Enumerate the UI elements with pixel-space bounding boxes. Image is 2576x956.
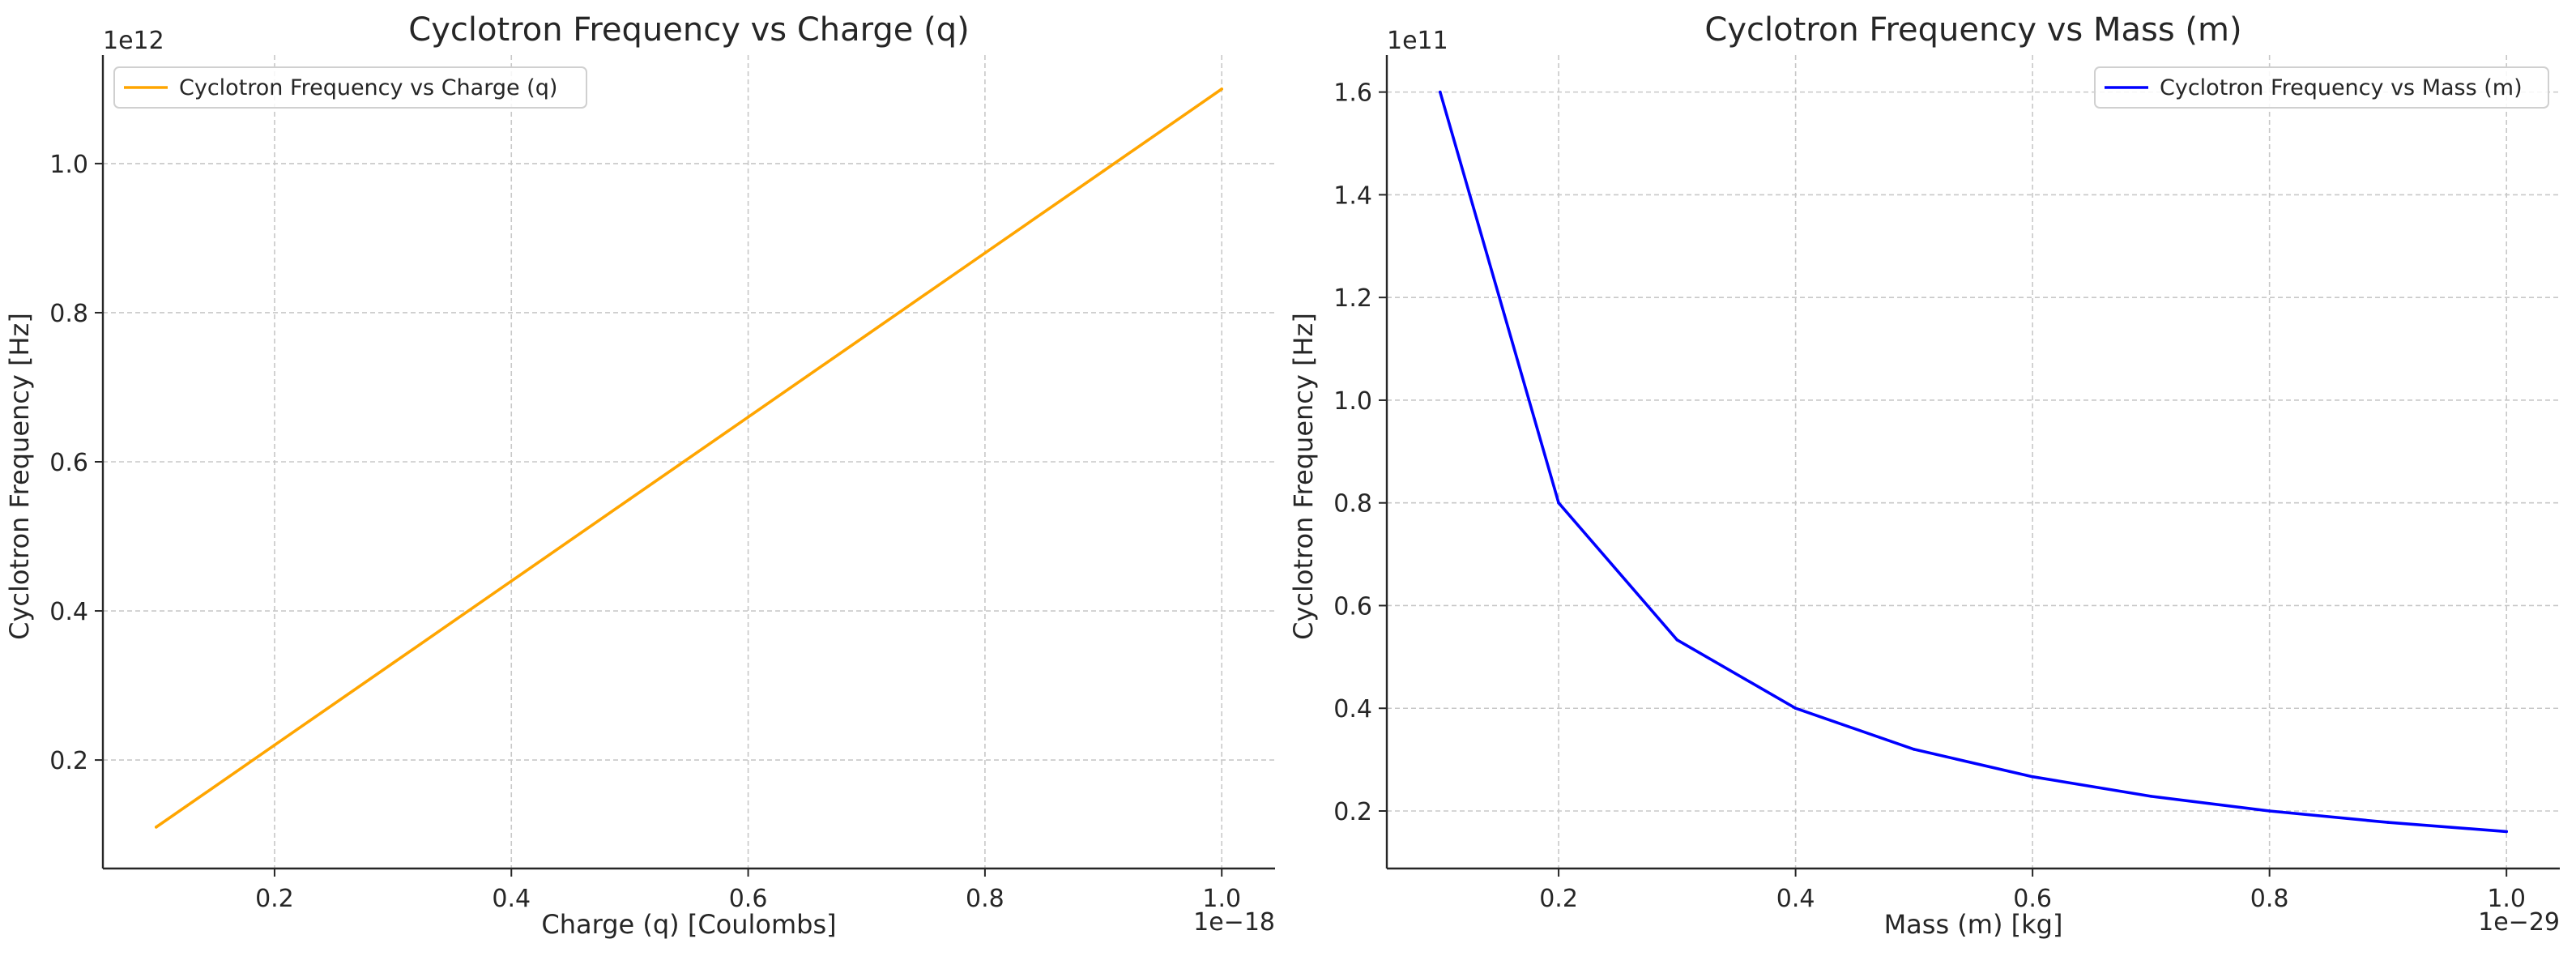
- data-point: [2505, 830, 2508, 834]
- data-point: [2267, 809, 2271, 813]
- legend-frame: [2094, 66, 2549, 109]
- data-point: [1102, 169, 1105, 173]
- data-point: [1675, 638, 1679, 642]
- chart-panel-1: 0.2 0.4 0.6 0.8 1.0 0.2 0.4 0.6 0.8 1.0 1e12 1e−18 C…: [4, 11, 1275, 940]
- x-offset-label: 1e−18: [1193, 908, 1275, 937]
- y-tick-label: 0.6: [49, 449, 88, 477]
- legend: Cyclotron Frequency vs Charge (q): [113, 66, 587, 109]
- x-tick-label: 1.0: [1202, 885, 1241, 913]
- x-tick-label: 0.2: [1539, 885, 1578, 913]
- y-tick-label: 0.6: [1333, 592, 1372, 621]
- legend: Cyclotron Frequency vs Mass (m): [2094, 66, 2549, 109]
- chart-title: Cyclotron Frequency vs Mass (m): [1704, 11, 2241, 49]
- data-point: [2386, 821, 2390, 824]
- x-tick-label: 0.8: [966, 885, 1004, 913]
- y-tick-label: 1.0: [1333, 387, 1372, 416]
- y-axis-label: Cyclotron Frequency [Hz]: [1288, 313, 1319, 640]
- y-tick-label: 1.2: [1333, 284, 1372, 313]
- x-tick-label: 0.2: [255, 885, 294, 913]
- data-point: [1793, 706, 1798, 711]
- x-tick-label: 0.4: [492, 885, 531, 913]
- x-offset-label: 1e−29: [2478, 908, 2560, 937]
- y-tick-label: 0.4: [1333, 695, 1372, 723]
- legend-frame: [113, 66, 587, 109]
- data-point: [983, 251, 987, 255]
- y-tick-label: 0.4: [49, 598, 88, 626]
- x-axis-label: Mass (m) [kg]: [1884, 909, 2063, 940]
- y-tick-label: 0.8: [49, 300, 88, 328]
- y-tick-label: 1.6: [1333, 79, 1372, 108]
- y-axis-label: Cyclotron Frequency [Hz]: [4, 313, 35, 640]
- data-point: [1220, 87, 1224, 91]
- data-point: [1913, 748, 1916, 751]
- y-tick-label: 1.0: [49, 151, 88, 179]
- data-point: [746, 415, 750, 419]
- x-tick-label: 0.4: [1776, 885, 1815, 913]
- data-point: [1439, 90, 1442, 94]
- data-point: [154, 826, 158, 829]
- legend-label: Cyclotron Frequency vs Charge (q): [179, 75, 557, 100]
- data-point: [273, 743, 276, 747]
- x-tick-label: 0.8: [2250, 885, 2289, 913]
- series-line: [1439, 90, 2508, 834]
- legend-label: Cyclotron Frequency vs Mass (m): [2160, 75, 2523, 100]
- series-line: [155, 87, 1223, 829]
- data-point: [510, 579, 514, 583]
- chart-title: Cyclotron Frequency vs Charge (q): [408, 11, 969, 49]
- y-tick-label: 0.8: [1333, 490, 1372, 519]
- x-tick-label: 0.6: [729, 885, 768, 913]
- chart-panel-2: 0.2 0.4 0.6 0.8 1.0 0.2 0.4 0.6 0.8 1.0 1.2 1.4 1.6 1…: [1288, 11, 2560, 940]
- data-point: [2031, 775, 2034, 779]
- y-tick-label: 1.4: [1333, 181, 1372, 210]
- data-point: [1557, 501, 1560, 505]
- y-offset-label: 1e11: [1387, 27, 1448, 55]
- y-tick-label: 0.2: [49, 747, 88, 775]
- y-offset-label: 1e12: [103, 27, 164, 55]
- data-point: [864, 333, 868, 337]
- y-tick-label: 0.2: [1333, 798, 1372, 826]
- data-point: [628, 497, 632, 501]
- x-axis-label: Charge (q) [Coulombs]: [541, 909, 836, 940]
- x-tick-label: 1.0: [2487, 885, 2526, 913]
- data-point: [2149, 795, 2153, 798]
- x-tick-label: 0.6: [2013, 885, 2052, 913]
- data-point: [391, 661, 395, 665]
